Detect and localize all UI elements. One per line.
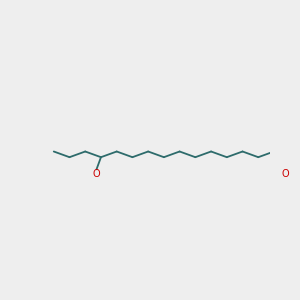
- Text: O: O: [281, 169, 289, 179]
- Text: O: O: [93, 169, 101, 179]
